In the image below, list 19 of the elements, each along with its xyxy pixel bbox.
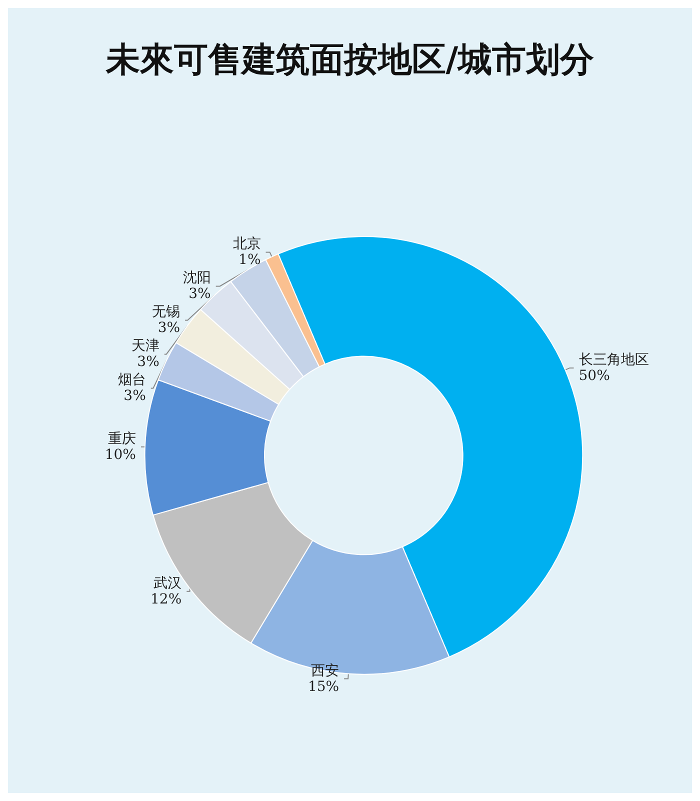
slice-label: 烟台 [118, 372, 146, 388]
slice-label: 武汉 [154, 575, 182, 592]
data-label: 3% [158, 320, 180, 336]
slice-label: 天津 [131, 338, 160, 354]
slice-label: 沈阳 [182, 270, 211, 286]
slice-label: 重庆 [108, 430, 136, 447]
data-label: 15% [308, 678, 340, 695]
data-label: 12% [150, 591, 182, 608]
slice-label: 北京 [232, 236, 261, 252]
data-label: 3% [188, 286, 211, 302]
slice-label: 西安 [311, 662, 340, 679]
data-label: 3% [137, 354, 160, 370]
slice-label: 长三角地区 [578, 352, 649, 368]
data-label: 3% [124, 388, 146, 404]
data-label: 50% [578, 368, 610, 384]
data-label: 1% [238, 252, 261, 268]
slice-label: 无锡 [152, 304, 180, 320]
data-label: 10% [104, 446, 136, 463]
chart-title: 未來可售建筑面按地区/城市划分 [104, 40, 594, 80]
